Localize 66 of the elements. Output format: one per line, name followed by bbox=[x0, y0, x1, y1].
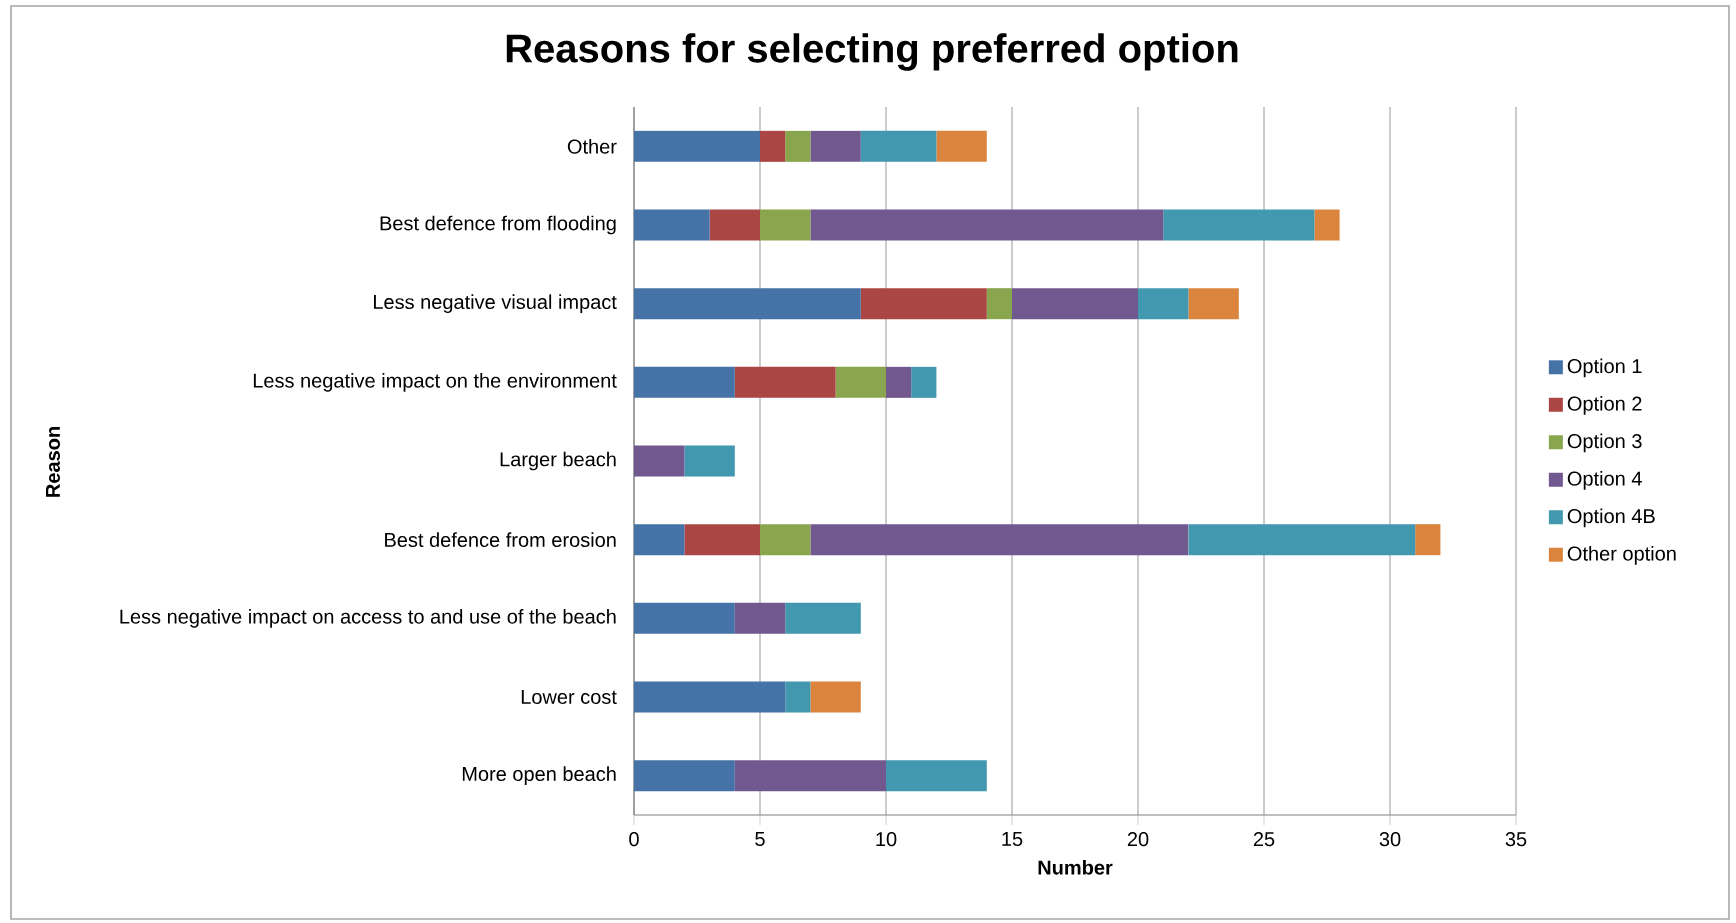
y-axis-title: Reason bbox=[46, 427, 60, 497]
bar bbox=[1314, 209, 1340, 241]
bar bbox=[860, 288, 987, 320]
bar bbox=[760, 524, 811, 556]
bar bbox=[860, 130, 937, 162]
bar bbox=[734, 366, 836, 398]
bar bbox=[1138, 288, 1189, 320]
bar bbox=[1415, 524, 1441, 556]
bar bbox=[1188, 288, 1239, 320]
bar bbox=[734, 760, 886, 792]
x-tick-label: 25 bbox=[1253, 832, 1275, 847]
x-tick-label: 30 bbox=[1379, 832, 1401, 847]
y-tick-label: More open beach bbox=[462, 766, 616, 785]
y-tick-label: Other bbox=[567, 139, 617, 154]
legend-label: Option 3 bbox=[1567, 433, 1642, 453]
bar bbox=[911, 366, 937, 398]
bar bbox=[1163, 209, 1315, 241]
bar bbox=[760, 130, 786, 162]
bar bbox=[684, 524, 760, 556]
bar bbox=[709, 209, 760, 241]
bar bbox=[1188, 524, 1416, 556]
y-tick-label: Larger beach bbox=[500, 451, 616, 471]
bar bbox=[634, 366, 735, 398]
bar bbox=[634, 760, 735, 792]
bar bbox=[810, 681, 861, 713]
bar bbox=[810, 130, 861, 162]
bar bbox=[986, 288, 1012, 320]
bar bbox=[634, 681, 786, 713]
x-tick-label: 0 bbox=[629, 832, 639, 847]
bar bbox=[936, 130, 987, 162]
bar bbox=[785, 681, 811, 713]
bar bbox=[634, 524, 685, 556]
bar bbox=[634, 130, 760, 162]
y-tick-label: Less negative impact on access to and use of the beach bbox=[120, 609, 616, 628]
bar bbox=[634, 445, 685, 477]
bar bbox=[1012, 288, 1138, 320]
y-tick-label: Best defence from flooding bbox=[380, 215, 616, 235]
bar bbox=[634, 209, 710, 241]
x-tick-label: 20 bbox=[1127, 832, 1149, 847]
legend-label: Option 4 bbox=[1567, 471, 1642, 490]
y-tick-label: Lower cost bbox=[521, 690, 617, 704]
chart-title: Reasons for selecting preferred option bbox=[506, 33, 1238, 71]
bar bbox=[810, 524, 1189, 556]
bar bbox=[886, 760, 987, 792]
y-tick-label: Less negative impact on the environment bbox=[253, 373, 617, 392]
x-tick-label: 5 bbox=[755, 832, 765, 847]
y-tick-label: Best defence from erosion bbox=[385, 532, 616, 548]
y-tick-label: Less negative visual impact bbox=[373, 294, 617, 313]
bar bbox=[634, 288, 861, 320]
bar bbox=[835, 366, 886, 398]
legend-label: Option 4B bbox=[1567, 508, 1655, 528]
bar bbox=[810, 209, 1164, 241]
bar bbox=[634, 602, 735, 634]
bar bbox=[785, 602, 861, 634]
bar bbox=[684, 445, 735, 477]
legend-label: Option 1 bbox=[1567, 358, 1642, 378]
bar bbox=[734, 602, 786, 634]
x-tick-label: 35 bbox=[1505, 832, 1527, 847]
bar bbox=[785, 130, 811, 162]
bar bbox=[886, 366, 912, 398]
legend-label: Option 2 bbox=[1567, 396, 1642, 415]
x-tick-label: 10 bbox=[876, 832, 897, 847]
legend-label: Other option bbox=[1567, 546, 1676, 565]
x-tick-label: 15 bbox=[1002, 832, 1023, 847]
bar bbox=[760, 209, 811, 241]
x-axis-title: Number bbox=[1038, 859, 1113, 875]
